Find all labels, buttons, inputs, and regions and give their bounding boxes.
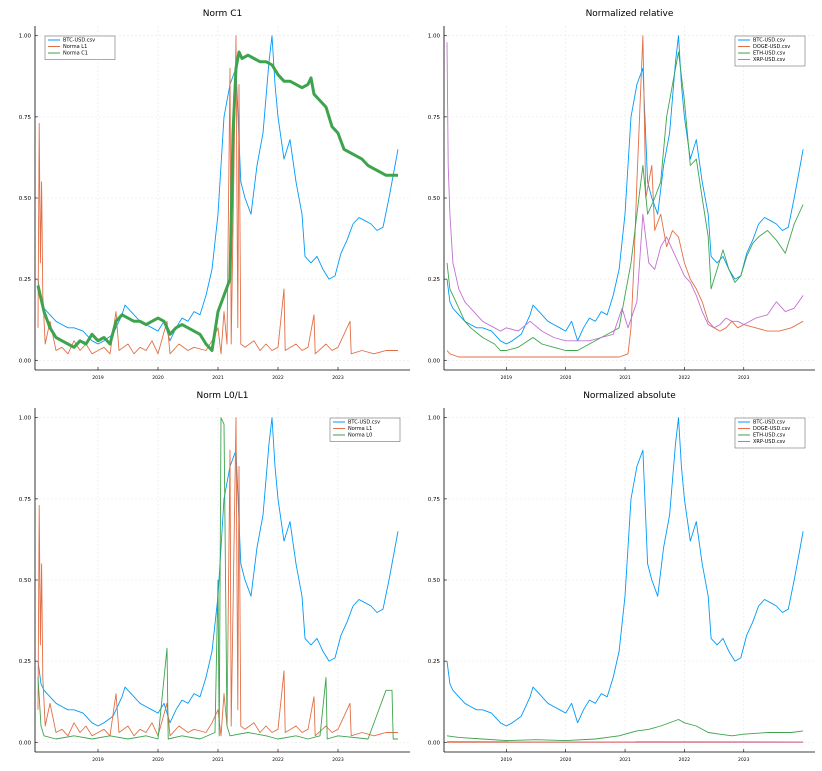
y-tick-label: 0.25 (428, 277, 441, 283)
x-tick-label: 2022 (679, 375, 691, 381)
series-line-eth-usd-csv (446, 719, 804, 742)
y-tick-label: 0.00 (19, 740, 32, 746)
chart-title: Normalized absolute (583, 391, 676, 401)
legend-box (44, 35, 116, 60)
x-tick-label: 2019 (92, 757, 104, 763)
y-tick-label: 0.50 (19, 196, 32, 202)
y-tick-label: 1.00 (19, 34, 32, 40)
x-tick-label: 2022 (272, 757, 284, 763)
legend-label: BTC-USD.csv (63, 38, 95, 44)
x-tick-label: 2020 (560, 757, 572, 763)
y-tick-label: 0.25 (428, 659, 441, 665)
chart-panel-3: 0.00 0.25 0.50 0.75 1.00 2019 2020 2021 2022 2023… (19, 391, 410, 763)
y-tick-label: 0.00 (19, 358, 32, 364)
legend-label: Norma L0 (348, 433, 372, 439)
y-tick-label: 0.50 (19, 578, 32, 584)
x-tick-label: 2021 (212, 757, 224, 763)
x-tick-label: 2020 (560, 375, 572, 381)
legend: BTC-USD.csvDOGE-USD.csvETH-USD.csvXRP-US… (734, 417, 806, 449)
legend-label: ETH-USD.csv (753, 51, 785, 57)
y-tick-label: 0.75 (19, 497, 32, 503)
series-line-eth-usd-csv (446, 51, 804, 351)
x-tick-label: 2020 (152, 757, 164, 763)
y-tick-label: 0.75 (19, 115, 32, 121)
x-tick-label: 2023 (332, 375, 344, 381)
x-tick-label: 2023 (738, 757, 750, 763)
legend-label: BTC-USD.csv (753, 38, 785, 44)
y-tick-label: 0.00 (428, 740, 441, 746)
y-tick-label: 0.25 (19, 659, 32, 665)
chart-panel-4: 0.00 0.25 0.50 0.75 1.00 2019 2020 2021 2022 2023… (428, 391, 815, 763)
y-tick-label: 0.00 (428, 358, 441, 364)
chart-title: Normalized relative (586, 9, 674, 19)
x-tick-label: 2019 (501, 375, 513, 381)
legend-label: XRP-USD.csv (753, 439, 785, 445)
chart-panel-1: 0.00 0.25 0.50 0.75 1.00 2019 2020 2021 2022 2023… (19, 9, 410, 381)
series-line-doge-usd-csv (446, 35, 804, 358)
y-tick-label: 0.25 (19, 277, 32, 283)
x-tick-label: 2023 (332, 757, 344, 763)
legend-box (734, 417, 806, 449)
legend: BTC-USD.csvDOGE-USD.csvETH-USD.csvXRP-US… (734, 35, 806, 67)
y-tick-label: 0.50 (428, 578, 441, 584)
plot-area (37, 417, 399, 740)
y-tick-label: 0.75 (428, 115, 441, 121)
series-line-btc-usd-csv (446, 35, 804, 345)
series-line-btc-usd-csv (37, 417, 399, 727)
x-tick-label: 2021 (619, 757, 631, 763)
legend-label: BTC-USD.csv (348, 420, 380, 426)
legend-label: ETH-USD.csv (753, 433, 785, 439)
plot-area (36, 35, 399, 355)
legend-label: BTC-USD.csv (753, 420, 785, 426)
y-tick-label: 1.00 (19, 416, 32, 422)
series-line-norma-c1 (36, 50, 398, 352)
legend-box (734, 35, 806, 67)
x-tick-label: 2021 (619, 375, 631, 381)
legend-label: Norma C1 (63, 51, 88, 57)
x-tick-label: 2019 (501, 757, 513, 763)
series-line-xrp-usd-csv (446, 42, 804, 342)
y-tick-label: 1.00 (428, 34, 441, 40)
series-line-norma-l0 (37, 417, 398, 740)
legend-label: Norma L1 (348, 426, 372, 432)
plot-area (446, 35, 804, 358)
legend-label: Norma L1 (63, 44, 87, 50)
y-tick-label: 0.75 (428, 497, 441, 503)
chart-title: Norm C1 (203, 9, 242, 19)
legend-box (329, 417, 401, 442)
chart-title: Norm L0/L1 (197, 391, 249, 401)
x-tick-label: 2020 (152, 375, 164, 381)
legend-label: XRP-USD.csv (753, 57, 785, 63)
x-tick-label: 2019 (92, 375, 104, 381)
chart-panel-2: 0.00 0.25 0.50 0.75 1.00 2019 2020 2021 2022 2023… (428, 9, 815, 381)
legend-label: DOGE-USD.csv (753, 44, 790, 50)
y-tick-label: 0.50 (428, 196, 441, 202)
plot-area (446, 417, 804, 743)
x-tick-label: 2021 (212, 375, 224, 381)
x-tick-label: 2022 (679, 757, 691, 763)
x-tick-label: 2022 (272, 375, 284, 381)
x-tick-label: 2023 (738, 375, 750, 381)
legend-label: DOGE-USD.csv (753, 426, 790, 432)
y-tick-label: 1.00 (428, 416, 441, 422)
series-line-btc-usd-csv (37, 35, 399, 345)
series-line-btc-usd-csv (446, 417, 804, 727)
